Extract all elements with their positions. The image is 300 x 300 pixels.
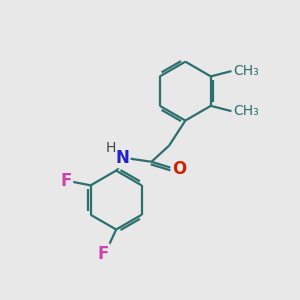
- Text: CH₃: CH₃: [233, 104, 259, 118]
- Text: O: O: [172, 160, 186, 178]
- Text: H: H: [106, 141, 116, 155]
- Text: CH₃: CH₃: [233, 64, 259, 78]
- Text: N: N: [115, 149, 129, 167]
- Text: F: F: [97, 245, 109, 263]
- Text: F: F: [60, 172, 72, 190]
